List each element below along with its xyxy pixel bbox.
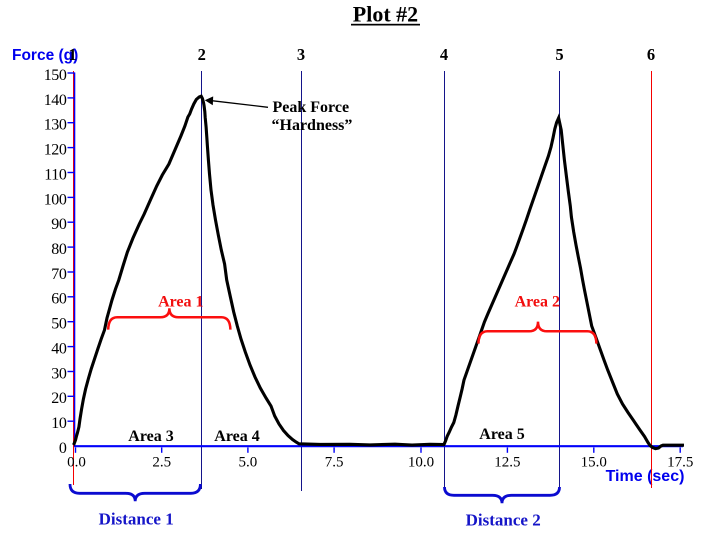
svg-text:Distance 1: Distance 1 [99,509,174,528]
svg-text:140: 140 [44,92,67,109]
svg-text:10.0: 10.0 [408,454,434,470]
svg-text:20: 20 [51,390,67,407]
svg-text:2: 2 [198,45,206,64]
svg-text:5.0: 5.0 [239,454,258,470]
svg-text:120: 120 [44,142,67,159]
svg-text:6: 6 [647,45,655,64]
svg-text:110: 110 [44,166,67,183]
svg-text:Plot #2: Plot #2 [353,2,418,27]
svg-text:80: 80 [51,241,67,258]
svg-text:60: 60 [51,291,67,308]
svg-text:“Hardness”: “Hardness” [272,117,353,134]
svg-text:3: 3 [297,45,305,64]
svg-text:0.0: 0.0 [67,454,86,470]
svg-text:150: 150 [44,67,67,84]
svg-text:12.5: 12.5 [494,454,520,470]
svg-text:10: 10 [51,415,67,432]
svg-text:30: 30 [51,365,67,382]
svg-text:90: 90 [51,216,67,233]
svg-text:1: 1 [68,45,76,64]
svg-text:Area 2: Area 2 [515,294,560,311]
svg-text:Area 5: Area 5 [479,426,524,443]
svg-text:130: 130 [44,117,67,134]
svg-text:40: 40 [51,341,67,358]
svg-text:Time (sec): Time (sec) [606,468,685,485]
svg-text:0: 0 [59,440,67,457]
svg-text:5: 5 [555,45,563,64]
svg-text:50: 50 [51,316,67,333]
svg-text:Force (g): Force (g) [12,47,78,64]
svg-text:Area 3: Area 3 [128,428,173,445]
svg-text:17.5: 17.5 [667,454,693,470]
svg-text:Area 4: Area 4 [214,428,259,445]
svg-text:Area 1: Area 1 [158,293,203,310]
svg-text:70: 70 [51,266,67,283]
svg-text:Distance 2: Distance 2 [466,510,541,529]
svg-text:2.5: 2.5 [152,454,171,470]
svg-text:15.0: 15.0 [581,454,607,470]
svg-text:Peak Force: Peak Force [273,99,350,116]
svg-text:100: 100 [44,191,67,208]
svg-text:4: 4 [440,45,448,64]
svg-text:7.5: 7.5 [325,454,344,470]
